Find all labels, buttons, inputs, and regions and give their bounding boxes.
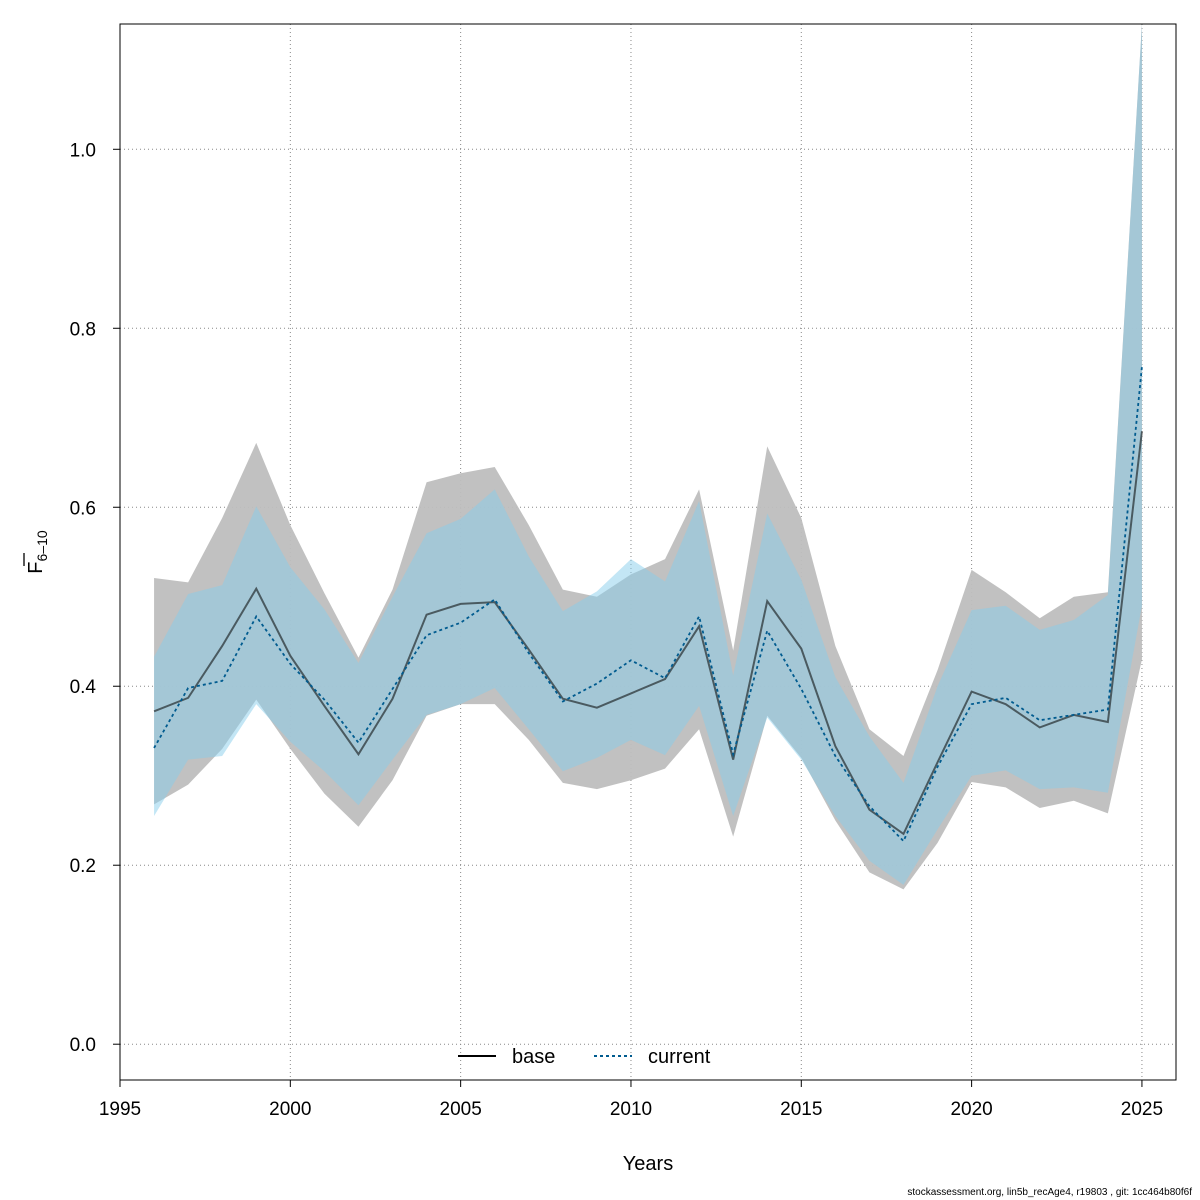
x-tick-label: 2025 <box>1121 1099 1163 1120</box>
x-tick-label: 2010 <box>610 1099 652 1120</box>
confidence-bands <box>154 24 1142 890</box>
y-tick-label: 0.2 <box>70 856 96 877</box>
y-tick-label: 0.0 <box>70 1035 96 1056</box>
x-axis-title: Years <box>623 1153 673 1175</box>
band-current <box>154 24 1142 885</box>
footer-credit: stockassessment.org, lin5b_recAge4, r198… <box>907 1187 1192 1198</box>
x-tick-label: 2000 <box>269 1099 311 1120</box>
legend: base current <box>458 1046 711 1068</box>
legend-base-label: base <box>512 1046 555 1068</box>
x-tick-label: 2005 <box>440 1099 482 1120</box>
x-tick-label: 2015 <box>780 1099 822 1120</box>
y-tick-label: 1.0 <box>70 140 96 161</box>
y-tick-label: 0.4 <box>70 677 97 698</box>
line-current <box>153 366 1143 843</box>
y-axis-title-main: F <box>25 561 47 573</box>
legend-current-label: current <box>648 1046 711 1068</box>
x-tick-label: 1995 <box>99 1099 141 1120</box>
x-tick-label: 2020 <box>950 1099 992 1120</box>
line-base <box>153 431 1143 836</box>
x-axis: 1995 2000 2005 2010 2015 2020 2025 <box>99 1079 1163 1120</box>
y-tick-label: 0.8 <box>70 319 96 340</box>
svg-text:F6–10: F6–10 <box>25 530 50 574</box>
y-axis-title-sub: 6–10 <box>34 530 50 561</box>
y-axis: 0.0 0.2 0.4 0.6 0.8 1.0 <box>70 140 120 1056</box>
y-axis-title: F6–10 <box>23 530 50 574</box>
y-tick-label: 0.6 <box>70 498 96 519</box>
series-lines <box>153 366 1143 843</box>
